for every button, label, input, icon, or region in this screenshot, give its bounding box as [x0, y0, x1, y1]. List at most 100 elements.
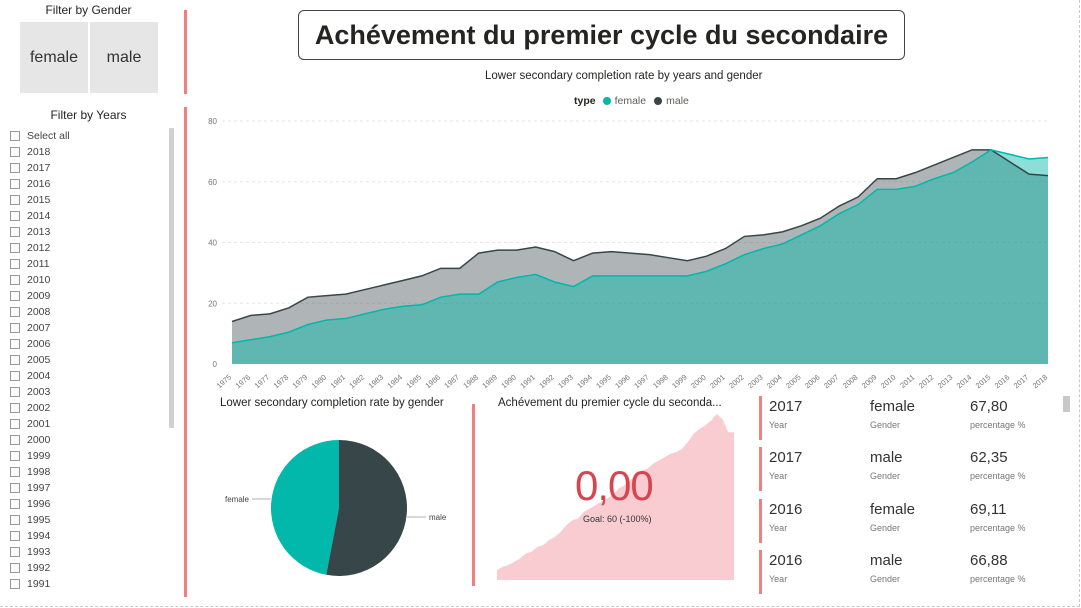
- x-tick-label: 1996: [613, 373, 632, 391]
- year-item[interactable]: 2017: [10, 160, 160, 176]
- year-item[interactable]: 2001: [10, 416, 160, 432]
- checkbox[interactable]: [10, 163, 20, 173]
- checkbox[interactable]: [10, 451, 20, 461]
- card-year-label: Year: [769, 420, 788, 430]
- checkbox[interactable]: [10, 307, 20, 317]
- year-item[interactable]: 1994: [10, 528, 160, 544]
- year-label: 1994: [27, 530, 51, 542]
- x-tick-label: 1992: [537, 373, 556, 391]
- pie-slice-male[interactable]: [326, 440, 408, 576]
- year-item[interactable]: 2011: [10, 256, 160, 272]
- checkbox[interactable]: [10, 179, 20, 189]
- checkbox[interactable]: [10, 147, 20, 157]
- card-year-label: Year: [769, 574, 788, 584]
- year-label: 2017: [27, 162, 51, 174]
- cards-scrollbar[interactable]: [1063, 396, 1070, 412]
- year-item[interactable]: 1997: [10, 480, 160, 496]
- area-female[interactable]: [232, 149, 1048, 364]
- year-label: 2014: [27, 210, 51, 222]
- data-card: 2017 Year male Gender 62,35 percentage %: [759, 447, 1059, 493]
- year-item[interactable]: 2004: [10, 368, 160, 384]
- checkbox[interactable]: [10, 403, 20, 413]
- checkbox[interactable]: [10, 131, 20, 141]
- year-item[interactable]: 2014: [10, 208, 160, 224]
- checkbox[interactable]: [10, 483, 20, 493]
- gender-option-female[interactable]: female: [20, 22, 88, 93]
- checkbox[interactable]: [10, 211, 20, 221]
- checkbox[interactable]: [10, 355, 20, 365]
- checkbox[interactable]: [10, 387, 20, 397]
- card-year-value: 2017: [769, 398, 803, 415]
- x-tick-label: 1977: [253, 373, 272, 391]
- checkbox[interactable]: [10, 371, 20, 381]
- x-tick-label: 1991: [518, 373, 537, 391]
- kpi-value: 0,00: [575, 462, 654, 509]
- year-item[interactable]: 2018: [10, 144, 160, 160]
- checkbox[interactable]: [10, 243, 20, 253]
- pie-chart-title: Lower secondary completion rate by gende…: [220, 397, 444, 409]
- year-item[interactable]: 1993: [10, 544, 160, 560]
- pie-chart[interactable]: female male: [200, 420, 470, 595]
- checkbox[interactable]: [10, 275, 20, 285]
- year-label: 1992: [27, 562, 51, 574]
- card-gender-label: Gender: [870, 471, 901, 481]
- checkbox[interactable]: [10, 195, 20, 205]
- card-gender-value: female: [870, 398, 916, 415]
- year-item[interactable]: 2007: [10, 320, 160, 336]
- checkbox[interactable]: [10, 547, 20, 557]
- checkbox[interactable]: [10, 291, 20, 301]
- divider-bar: [184, 107, 187, 597]
- checkbox[interactable]: [10, 467, 20, 477]
- year-item[interactable]: 2003: [10, 384, 160, 400]
- year-item[interactable]: 2009: [10, 288, 160, 304]
- year-item[interactable]: 2008: [10, 304, 160, 320]
- year-item[interactable]: 1999: [10, 448, 160, 464]
- year-item[interactable]: 1996: [10, 496, 160, 512]
- card-gender-value: male: [870, 449, 903, 466]
- year-item[interactable]: 1991: [10, 576, 160, 592]
- checkbox[interactable]: [10, 227, 20, 237]
- x-tick-label: 1988: [461, 373, 480, 391]
- card-percentage-value: 66,88: [970, 552, 1008, 569]
- year-item[interactable]: 2015: [10, 192, 160, 208]
- year-item[interactable]: 2000: [10, 432, 160, 448]
- checkbox[interactable]: [10, 323, 20, 333]
- year-item[interactable]: 2016: [10, 176, 160, 192]
- checkbox[interactable]: [10, 515, 20, 525]
- year-item[interactable]: 1992: [10, 560, 160, 576]
- checkbox[interactable]: [10, 435, 20, 445]
- checkbox[interactable]: [10, 339, 20, 349]
- year-label: 2004: [27, 370, 51, 382]
- year-item[interactable]: 2002: [10, 400, 160, 416]
- select-all-item[interactable]: Select all: [10, 128, 160, 144]
- area-male[interactable]: [232, 149, 1048, 364]
- year-item[interactable]: 1995: [10, 512, 160, 528]
- year-item[interactable]: 2006: [10, 336, 160, 352]
- year-label: 2005: [27, 354, 51, 366]
- checkbox[interactable]: [10, 499, 20, 509]
- card-year-value: 2017: [769, 449, 803, 466]
- gender-option-male[interactable]: male: [90, 22, 158, 93]
- year-item[interactable]: 2013: [10, 224, 160, 240]
- year-item[interactable]: 2010: [10, 272, 160, 288]
- x-tick-label: 1975: [215, 373, 234, 391]
- year-item[interactable]: 2012: [10, 240, 160, 256]
- years-list: Select all 2018 2017 2016 2015 2014 2013 2012 20…: [10, 128, 160, 592]
- year-item[interactable]: 1998: [10, 464, 160, 480]
- checkbox[interactable]: [10, 563, 20, 573]
- pie-slice-female[interactable]: [271, 440, 339, 575]
- x-tick-label: 2009: [860, 373, 879, 391]
- x-tick-label: 1979: [291, 373, 310, 391]
- checkbox[interactable]: [10, 259, 20, 269]
- checkbox[interactable]: [10, 531, 20, 541]
- year-item[interactable]: 2005: [10, 352, 160, 368]
- checkbox[interactable]: [10, 579, 20, 589]
- card-percentage-label: percentage %: [970, 523, 1026, 533]
- x-tick-label: 1981: [329, 373, 348, 391]
- page-title: Achévement du premier cycle du secondair…: [298, 10, 905, 60]
- checkbox[interactable]: [10, 419, 20, 429]
- kpi-trend-fill: [497, 414, 734, 580]
- data-card: 2016 Year female Gender 69,11 percentage %: [759, 499, 1059, 545]
- years-scrollbar[interactable]: [169, 128, 174, 428]
